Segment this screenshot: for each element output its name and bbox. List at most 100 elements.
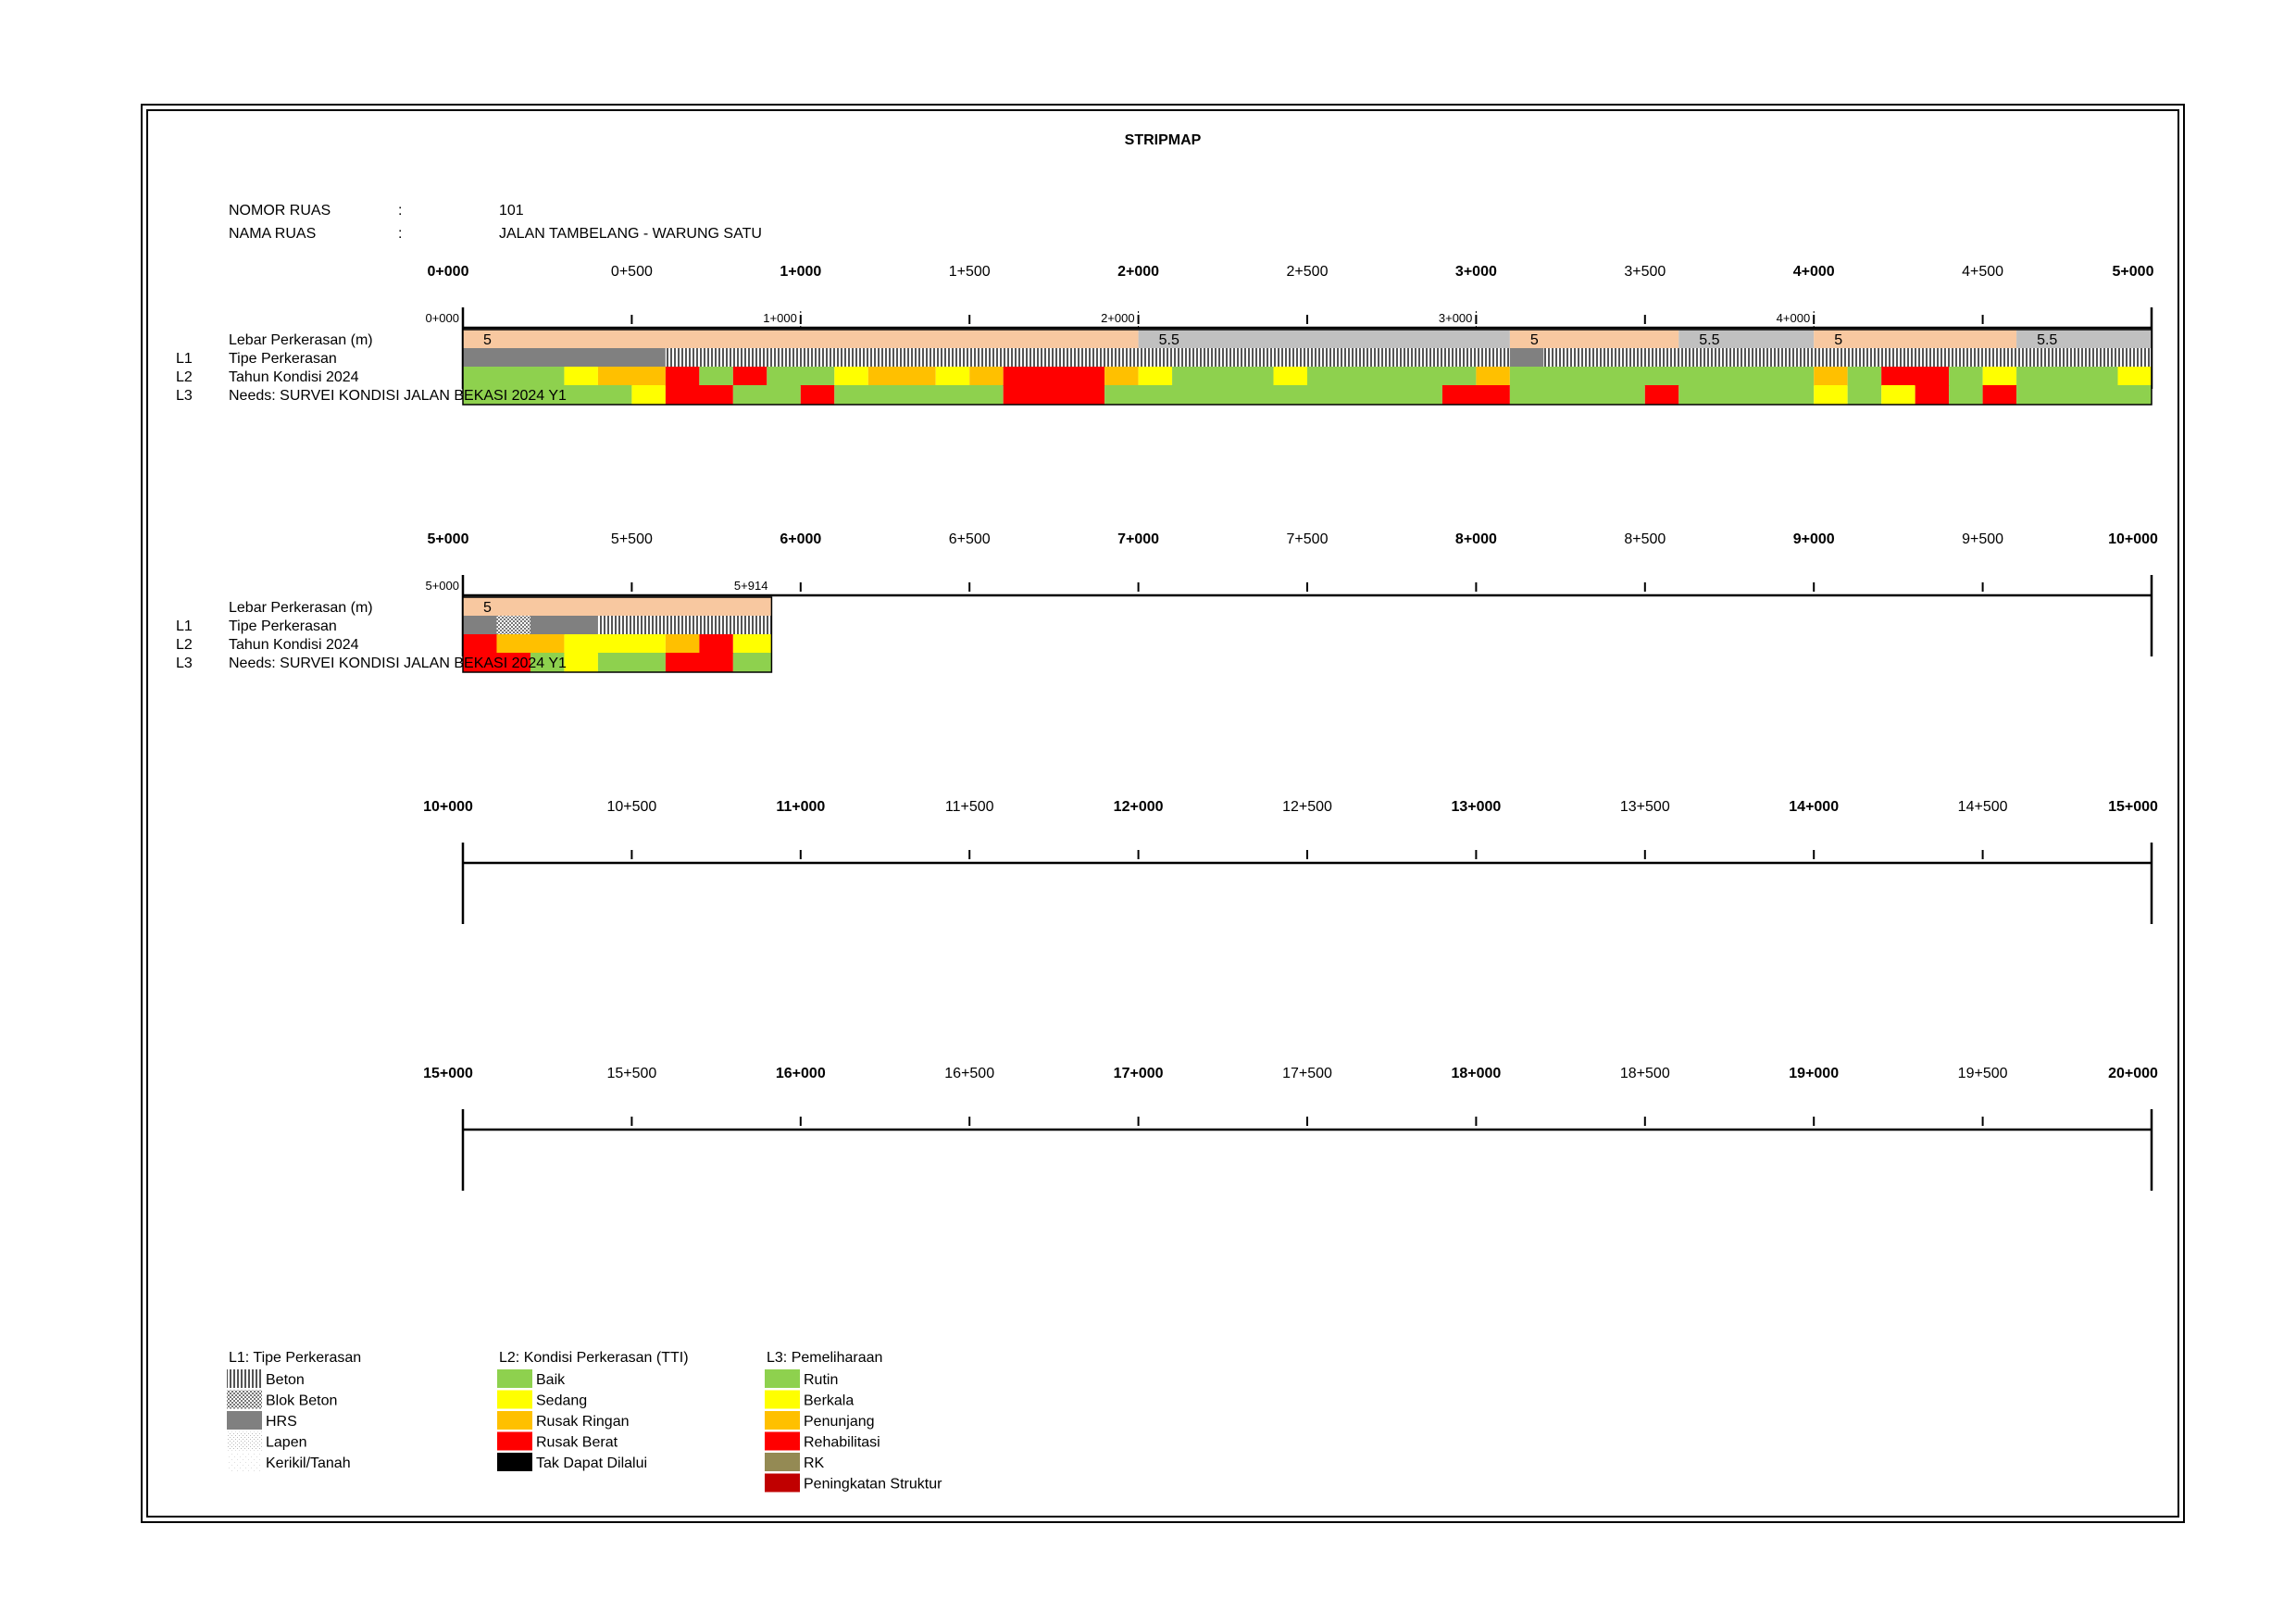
strip-l2-segment — [1104, 367, 1139, 386]
nomor-ruas-value: 101 — [499, 203, 524, 219]
row-label-l3: Needs: SURVEI KONDISI JALAN BEKASI 2024 … — [229, 656, 567, 671]
strip-l3-segment — [631, 385, 666, 405]
km-label: 3+000 — [1455, 264, 1497, 280]
strip-l3-segment — [597, 653, 666, 672]
nomor-ruas-sep: : — [398, 203, 402, 219]
km-label: 7+500 — [1287, 531, 1329, 547]
strip-l2-segment — [597, 367, 666, 386]
strip-l3-segment — [1104, 385, 1442, 405]
strip-l2-segment — [1138, 367, 1173, 386]
strip-l3-segment — [1847, 385, 1882, 405]
km-label: 14+500 — [1958, 799, 2008, 815]
row-label-width: Lebar Perkerasan (m) — [229, 600, 373, 616]
km-label: 16+000 — [776, 1066, 826, 1081]
km-label: 5+500 — [611, 531, 653, 547]
road-end-label: 5+914 — [734, 579, 768, 593]
km-label: 15+000 — [2108, 799, 2158, 815]
strip-l2-segment — [767, 367, 835, 386]
km-label: 10+000 — [423, 799, 473, 815]
width-value: 5.5 — [1699, 332, 1719, 348]
strip-l3-segment — [1441, 385, 1510, 405]
strip-l3-segment — [732, 653, 772, 672]
km-label: 12+000 — [1114, 799, 1164, 815]
row-code-l2: L2 — [176, 369, 193, 385]
strip-l2-segment — [2016, 367, 2118, 386]
strip-l2-segment — [463, 634, 497, 654]
legend-label: RK — [804, 1455, 825, 1471]
nomor-ruas-label: NOMOR RUAS — [229, 203, 331, 219]
km-label: 8+500 — [1624, 531, 1666, 547]
row-code-l1: L1 — [176, 618, 193, 634]
strip-l3-segment — [530, 653, 565, 672]
km-label: 0+500 — [611, 264, 653, 280]
km-label: 20+000 — [2108, 1066, 2158, 1081]
strip-l2-segment — [665, 367, 700, 386]
strip-l1-segment — [1509, 348, 1544, 368]
strip-l2-segment — [699, 367, 733, 386]
page-title: STRIPMAP — [1125, 132, 1202, 148]
km-label: 0+000 — [428, 264, 469, 280]
km-label: 15+500 — [606, 1066, 656, 1081]
strip-l2-segment — [1307, 367, 1477, 386]
km-label: 7+000 — [1117, 531, 1159, 547]
km-label: 5+000 — [2113, 264, 2154, 280]
strip-l3-segment — [463, 653, 530, 672]
km-label: 17+500 — [1282, 1066, 1332, 1081]
strip-l3-segment — [1949, 385, 1983, 405]
strip-l3-segment — [1509, 385, 1645, 405]
strip-l1-segment — [463, 348, 666, 368]
legend-title: L2: Kondisi Perkerasan (TTI) — [499, 1350, 689, 1366]
km-label: 4+500 — [1962, 264, 2003, 280]
legend-label: Beton — [266, 1372, 305, 1388]
row-code-l3: L3 — [176, 388, 193, 404]
row-code-l3: L3 — [176, 656, 193, 671]
data-km-label: 0+000 — [425, 311, 459, 325]
km-label: 6+000 — [780, 531, 821, 547]
strip-l2-segment — [1509, 367, 1815, 386]
strip-l2-segment — [732, 634, 772, 654]
km-label: 1+500 — [949, 264, 991, 280]
legend-swatch — [497, 1431, 532, 1451]
km-label: 2+000 — [1117, 264, 1159, 280]
strip-l3-segment — [1982, 385, 2017, 405]
strip-l2-segment — [969, 367, 1004, 386]
strip-width-segment — [1138, 330, 1510, 349]
strip-width-segment — [1814, 330, 2017, 349]
strip-l2-segment — [1172, 367, 1274, 386]
width-value: 5 — [1834, 332, 1842, 348]
legend-swatch — [227, 1411, 262, 1430]
km-label: 11+500 — [945, 799, 994, 815]
km-label: 4+000 — [1793, 264, 1835, 280]
km-label: 12+500 — [1282, 799, 1332, 815]
legend-label: Rusak Ringan — [536, 1414, 630, 1430]
width-value: 5 — [483, 600, 492, 616]
row-label-l2: Tahun Kondisi 2024 — [229, 369, 359, 385]
strip-l1-segment — [597, 616, 772, 635]
strip-l3-segment — [463, 385, 632, 405]
strip-width-segment — [1678, 330, 1815, 349]
strip-width-segment — [2016, 330, 2152, 349]
km-label: 17+000 — [1114, 1066, 1164, 1081]
km-label: 3+500 — [1624, 264, 1666, 280]
legend-label: Lapen — [266, 1435, 307, 1451]
strip-l3-segment — [1678, 385, 1815, 405]
strip-l2-segment — [1847, 367, 1882, 386]
strip-l3-segment — [665, 385, 733, 405]
legend-label: Rehabilitasi — [804, 1435, 880, 1451]
strip-l3-segment — [732, 385, 801, 405]
km-label: 6+500 — [949, 531, 991, 547]
legend-label: Tak Dapat Dilalui — [536, 1455, 647, 1471]
strip-l3-segment — [800, 385, 835, 405]
row-code-l2: L2 — [176, 637, 193, 653]
legend-swatch — [227, 1390, 262, 1409]
data-km-label: 5+000 — [425, 579, 459, 593]
strip-l2-segment — [1273, 367, 1307, 386]
strip-l2-segment — [463, 367, 565, 386]
strip-l2-segment — [834, 367, 868, 386]
data-km-label: 3+000 — [1439, 311, 1473, 325]
km-label: 15+000 — [423, 1066, 473, 1081]
km-label: 13+000 — [1451, 799, 1501, 815]
strip-l2-segment — [699, 634, 733, 654]
legend-swatch — [765, 1473, 800, 1493]
